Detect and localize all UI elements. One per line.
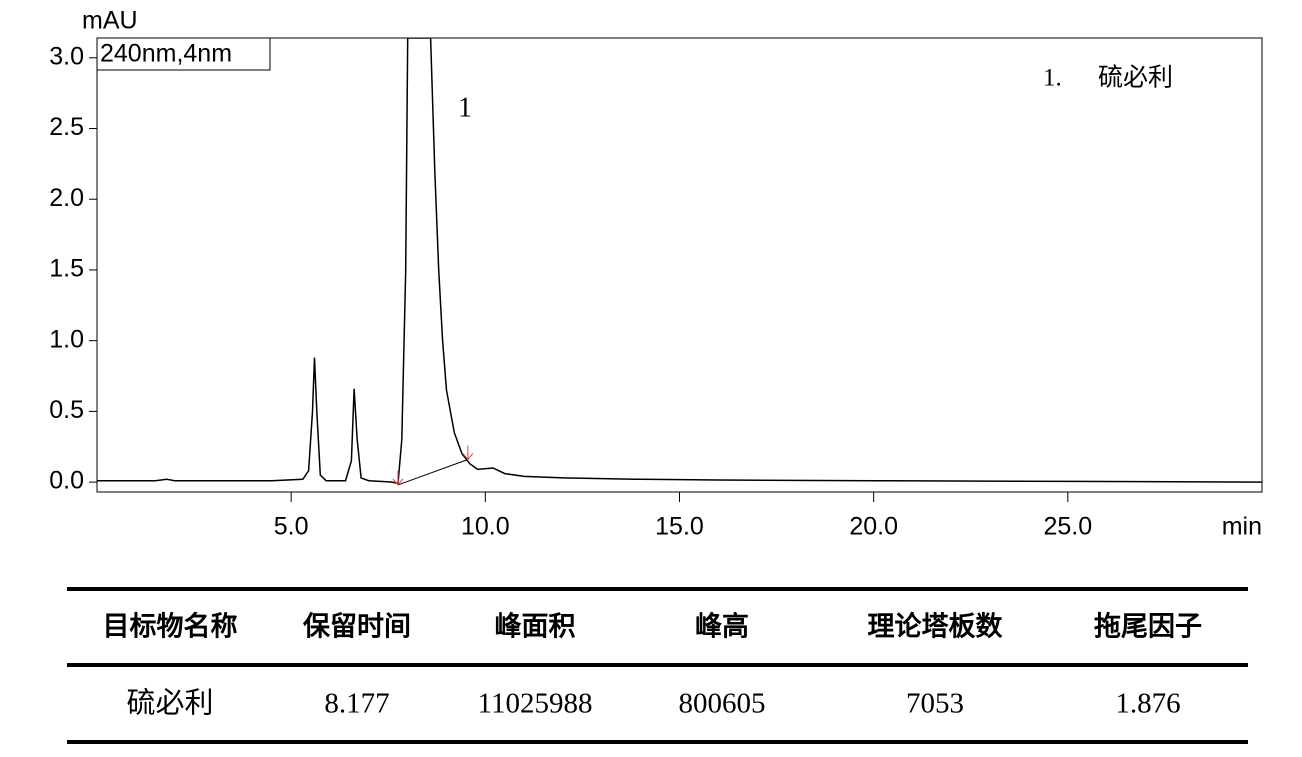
y-tick-label: 1.5: [49, 255, 84, 283]
baseline-marker: [392, 470, 404, 486]
plot-frame: [96, 37, 1263, 493]
integration-baseline: [397, 459, 469, 486]
detector-label: 240nm,4nm: [100, 40, 232, 68]
y-axis-label: mAU: [82, 7, 138, 35]
y-tick-label: 0.0: [49, 467, 84, 495]
baseline-marker: [462, 445, 474, 461]
x-tick-label: 5.0: [274, 513, 309, 541]
x-tick-label: 15.0: [655, 513, 704, 541]
x-tick-label: 10.0: [461, 513, 510, 541]
legend-name: 硫必利: [1098, 64, 1173, 92]
legend-number: 1.: [1043, 65, 1062, 92]
x-tick-label: 20.0: [849, 513, 898, 541]
table-cell: 8.177: [324, 688, 389, 720]
y-tick-label: 1.0: [49, 325, 84, 353]
table-cell: 7053: [906, 688, 964, 720]
chromatogram-line: [97, 38, 1262, 485]
table-cell: 11025988: [478, 688, 593, 720]
table-cell: 1.876: [1115, 688, 1180, 720]
table-cell: 硫必利: [126, 687, 213, 720]
table-header: 目标物名称: [103, 611, 238, 643]
x-tick-label: 25.0: [1043, 513, 1092, 541]
table-header: 拖尾因子: [1094, 612, 1202, 643]
y-tick-label: 2.0: [49, 184, 84, 212]
x-axis-label: min: [1222, 513, 1262, 541]
y-tick-label: 2.5: [49, 113, 84, 141]
table-header: 峰面积: [495, 612, 576, 643]
detector-box: [96, 37, 271, 71]
table-header: 保留时间: [302, 612, 411, 643]
table-header: 理论塔板数: [868, 612, 1004, 643]
table-header: 峰高: [695, 611, 749, 643]
peak-label: 1: [458, 92, 472, 123]
y-tick-label: 3.0: [49, 42, 84, 70]
table-cell: 800605: [679, 688, 766, 720]
y-tick-label: 0.5: [49, 396, 84, 424]
